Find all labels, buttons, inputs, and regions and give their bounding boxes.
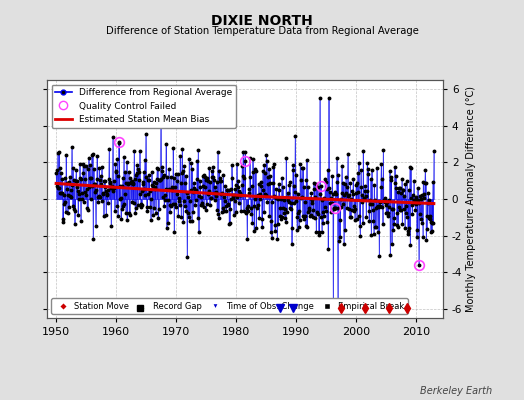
Text: DIXIE NORTH: DIXIE NORTH (211, 14, 313, 28)
Text: Berkeley Earth: Berkeley Earth (420, 386, 493, 396)
Y-axis label: Monthly Temperature Anomaly Difference (°C): Monthly Temperature Anomaly Difference (… (466, 86, 476, 312)
Legend: Station Move, Record Gap, Time of Obs. Change, Empirical Break: Station Move, Record Gap, Time of Obs. C… (51, 298, 408, 314)
Text: Difference of Station Temperature Data from Regional Average: Difference of Station Temperature Data f… (105, 26, 419, 36)
